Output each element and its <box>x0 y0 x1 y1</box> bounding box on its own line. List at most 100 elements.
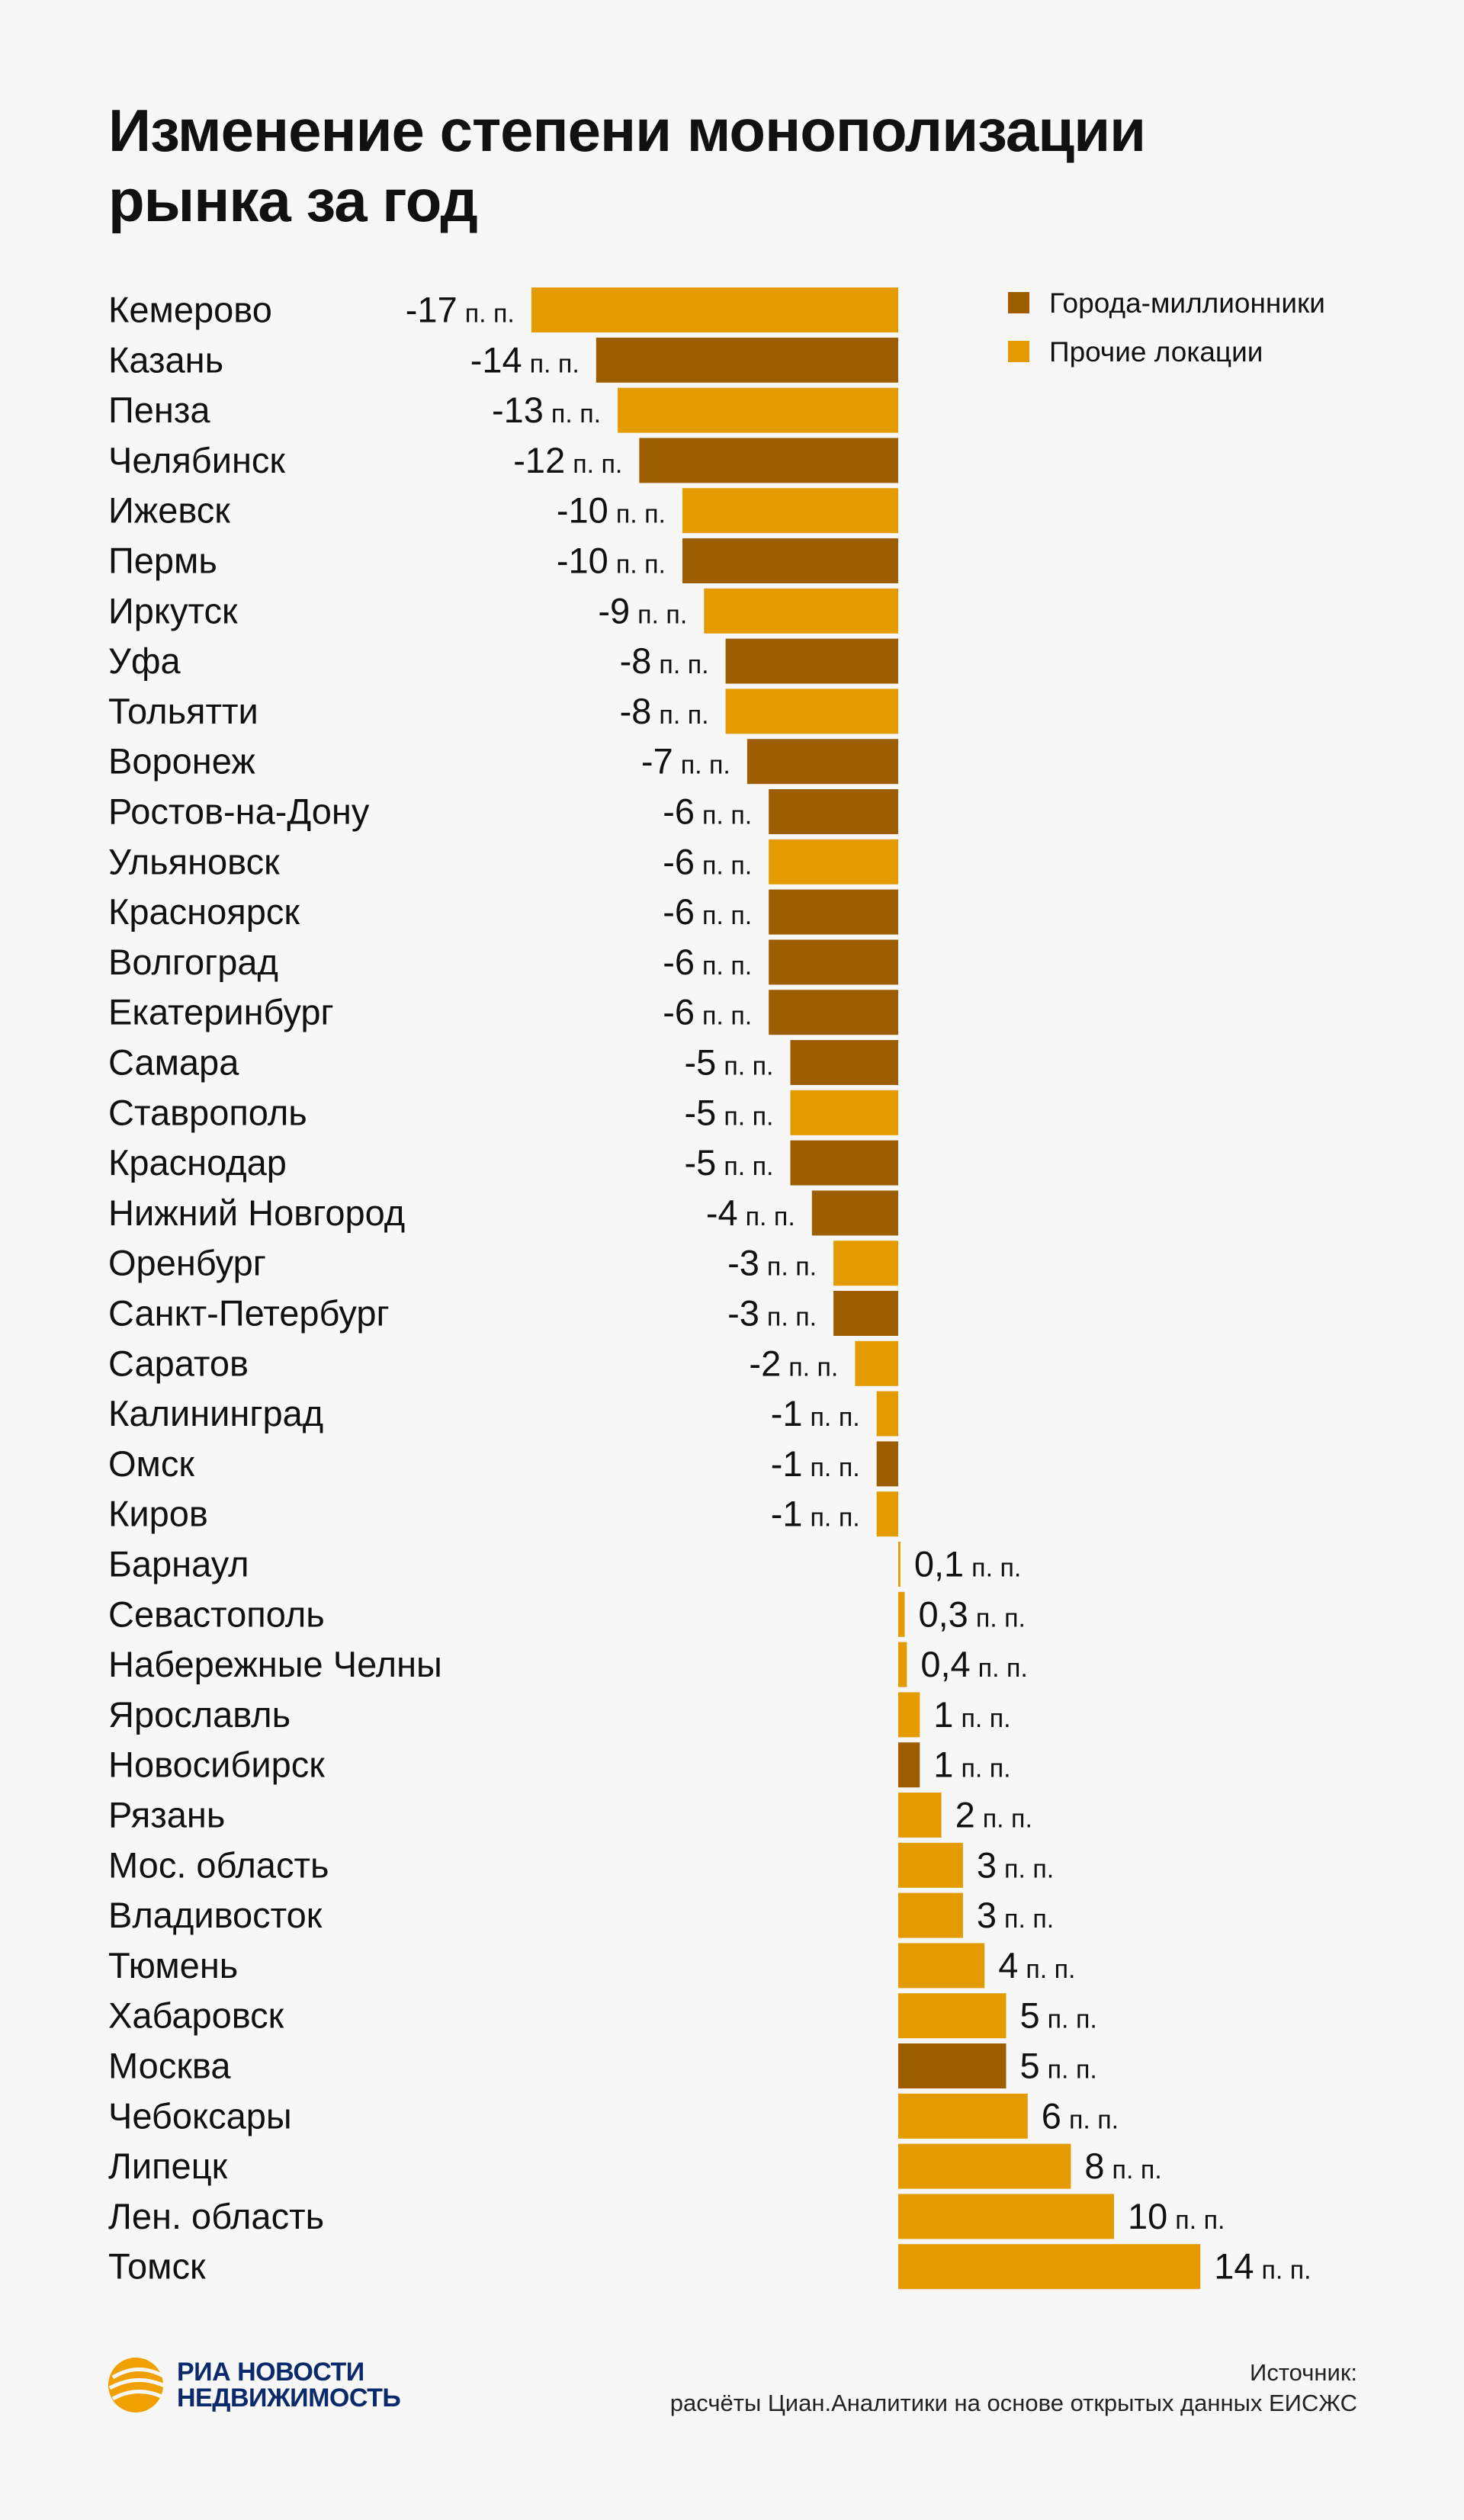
category-label: Кемерово <box>108 290 272 330</box>
category-label: Пермь <box>108 541 217 581</box>
value-label: -6 п. п. <box>663 992 752 1032</box>
category-label: Ульяновск <box>108 841 280 881</box>
value-label: -5 п. п. <box>685 1092 774 1132</box>
bar-8 <box>725 638 898 684</box>
legend: Города-миллионники Прочие локации <box>1008 287 1325 368</box>
bar-23 <box>876 1391 898 1437</box>
bar-10 <box>746 739 898 785</box>
category-label: Владивосток <box>108 1895 323 1935</box>
category-label: Новосибирск <box>108 1745 325 1785</box>
bar-12 <box>769 839 898 884</box>
bar-18 <box>790 1140 898 1186</box>
value-label: -6 п. п. <box>663 891 752 932</box>
value-label: -8 п. п. <box>620 691 709 731</box>
category-label: Москва <box>108 2046 231 2086</box>
bar-3 <box>618 387 898 433</box>
category-label: Ставрополь <box>108 1092 307 1132</box>
legend-label-other: Прочие локации <box>1049 336 1263 368</box>
value-label: 0,4 п. п. <box>920 1644 1028 1684</box>
value-label: 3 п. п. <box>977 1844 1054 1885</box>
bar-21 <box>833 1291 898 1336</box>
value-label: -5 п. п. <box>685 1142 774 1183</box>
category-label: Челябинск <box>108 440 285 480</box>
value-label: 6 п. п. <box>1042 2095 1119 2136</box>
category-label: Воронеж <box>108 741 255 782</box>
bar-26 <box>898 1542 901 1587</box>
value-label: 4 п. п. <box>998 1945 1075 1986</box>
value-label: -13 п. п. <box>492 390 601 430</box>
bar-39 <box>898 2194 1114 2239</box>
category-label: Краснодар <box>108 1142 287 1183</box>
bar-1 <box>531 287 898 332</box>
value-label: -17 п. п. <box>406 290 515 330</box>
category-label: Томск <box>108 2246 206 2287</box>
ria-logo-icon <box>108 2358 168 2412</box>
category-label: Набережные Челны <box>108 1644 442 1684</box>
value-label: -3 п. п. <box>727 1243 817 1283</box>
value-label: -7 п. п. <box>641 741 730 782</box>
bar-35 <box>898 1993 1006 2039</box>
value-label: -1 п. п. <box>771 1393 860 1433</box>
category-label: Хабаровск <box>108 1995 284 2036</box>
category-label: Оренбург <box>108 1243 266 1283</box>
value-label: 2 п. п. <box>955 1795 1032 1835</box>
value-label: 0,1 п. п. <box>914 1544 1022 1584</box>
value-label: 8 п. п. <box>1084 2146 1161 2186</box>
category-label: Казань <box>108 339 223 380</box>
bar-16 <box>790 1040 898 1085</box>
category-label: Тольятти <box>108 691 258 731</box>
bar-22 <box>855 1340 898 1386</box>
source-note: Источник: расчёты Циан.Аналитики на осно… <box>670 2358 1357 2419</box>
bar-38 <box>898 2143 1071 2189</box>
value-label: -6 п. п. <box>663 942 752 982</box>
bar-15 <box>769 990 898 1035</box>
bars <box>531 287 1201 2290</box>
category-label: Рязань <box>108 1795 225 1835</box>
bar-9 <box>725 689 898 734</box>
category-label: Мос. область <box>108 1844 329 1885</box>
bar-32 <box>898 1842 963 1888</box>
value-label: 0,3 п. п. <box>918 1594 1026 1634</box>
bar-5 <box>682 488 898 534</box>
value-labels: -17 п. п. -14 п. п. -13 п. п. -12 п. п. -10 п. п.… <box>406 290 1312 2287</box>
category-label: Ростов-на-Дону <box>108 791 370 832</box>
bar-31 <box>898 1793 942 1838</box>
category-label: Липецк <box>108 2146 228 2186</box>
value-label: 5 п. п. <box>1020 2046 1097 2086</box>
category-label: Лен. область <box>108 2196 324 2236</box>
bar-19 <box>811 1190 898 1236</box>
logo-line-1: РИА НОВОСТИ <box>177 2358 364 2387</box>
category-label: Омск <box>108 1443 194 1484</box>
category-label: Волгоград <box>108 942 278 982</box>
source-text: расчёты Циан.Аналитики на основе открыты… <box>669 2390 1357 2416</box>
category-label: Киров <box>108 1494 208 1534</box>
category-label: Ярославль <box>108 1694 291 1735</box>
bar-29 <box>898 1692 920 1738</box>
ria-novosti-logo: РИА НОВОСТИ НЕДВИЖИМОСТЬ <box>107 2355 427 2416</box>
value-label: -10 п. п. <box>557 541 666 581</box>
value-label: -6 п. п. <box>663 841 752 881</box>
value-label: -9 п. п. <box>598 590 687 631</box>
value-label: 1 п. п. <box>933 1745 1010 1785</box>
value-label: -4 п. п. <box>706 1193 795 1233</box>
value-label: -8 п. п. <box>620 640 709 681</box>
value-label: 5 п. п. <box>1020 1995 1097 2036</box>
bar-7 <box>704 588 898 634</box>
category-label: Самара <box>108 1042 239 1083</box>
category-label: Уфа <box>108 640 181 681</box>
bar-2 <box>596 337 898 383</box>
category-label: Тюмень <box>108 1945 238 1986</box>
source-heading: Источник: <box>1250 2359 1357 2386</box>
bar-13 <box>769 889 898 935</box>
bar-40 <box>898 2244 1201 2290</box>
legend-label-million: Города-миллионники <box>1049 287 1325 319</box>
value-label: -1 п. п. <box>771 1443 860 1484</box>
bar-14 <box>769 939 898 985</box>
chart-title: Изменение степени монополизации рынка за… <box>108 97 1146 234</box>
value-label: 10 п. п. <box>1128 2196 1225 2236</box>
category-label: Пенза <box>108 390 210 430</box>
category-labels: Кемерово Казань Пенза Челябинск Ижевск Пермь И… <box>108 290 442 2287</box>
value-label: 3 п. п. <box>977 1895 1054 1935</box>
category-label: Севастополь <box>108 1594 325 1634</box>
bar-36 <box>898 2043 1006 2088</box>
